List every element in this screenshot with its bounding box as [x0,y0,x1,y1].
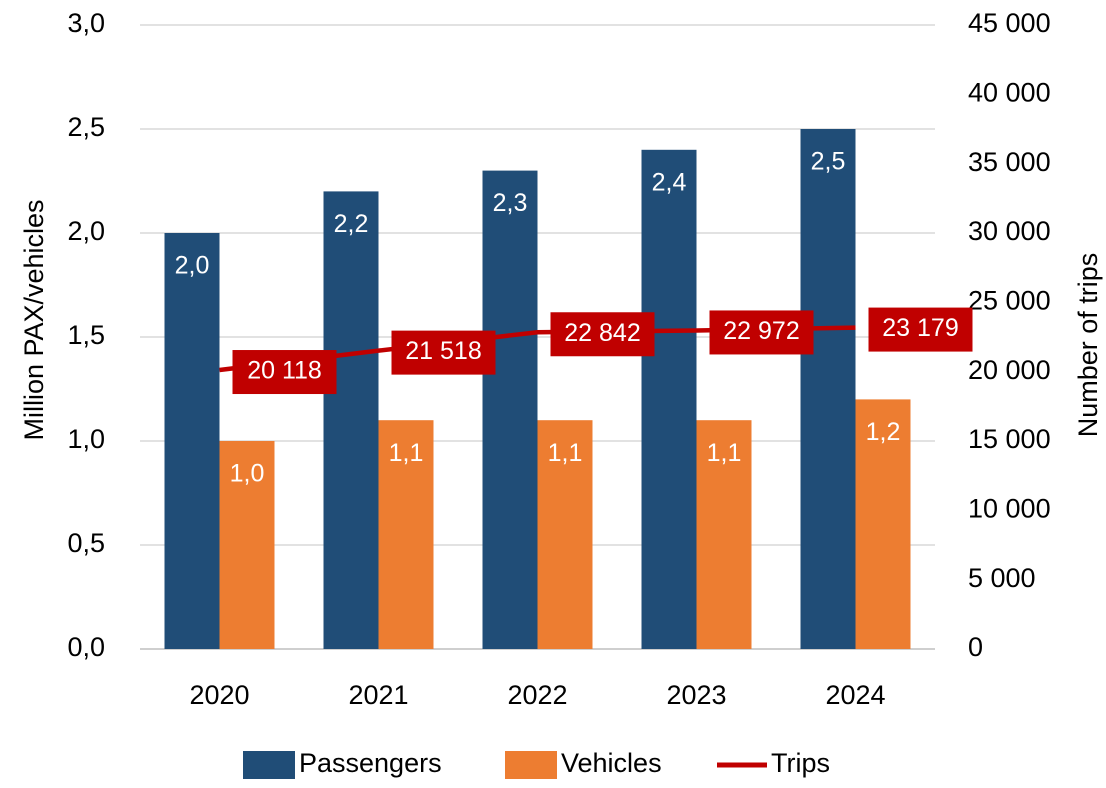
bar [164,233,220,649]
y-tick-label: 3,0 [67,8,105,38]
x-tick-label: 2020 [189,680,249,710]
trips-label-box [232,350,337,395]
bar-value-label: 1,0 [230,460,265,488]
bar [219,441,275,649]
x-tick-label: 2024 [825,680,885,710]
trips-value-label: 23 179 [882,314,958,342]
legend-swatch [505,751,557,779]
y-tick-label: 2,0 [67,216,105,246]
trips-label-box [709,310,814,355]
y2-tick-label: 0 [968,632,983,662]
y2-tick-label: 45 000 [968,8,1051,38]
y2-tick-label: 30 000 [968,216,1051,246]
bar [482,170,538,649]
bar-value-label: 1,1 [389,439,424,467]
y2-tick-label: 15 000 [968,424,1051,454]
y2-axis-title: Number of trips [1073,253,1103,438]
y-tick-label: 2,5 [67,112,105,142]
trips-label-box [868,307,973,352]
y-tick-label: 0,5 [67,528,105,558]
bar-value-label: 1,1 [707,439,742,467]
legend-label: Vehicles [561,748,662,778]
y2-tick-label: 35 000 [968,147,1051,177]
bar-value-label: 2,5 [811,148,846,176]
trips-value-label: 21 518 [405,337,481,365]
x-tick-label: 2022 [507,680,567,710]
bar [537,420,593,649]
y2-tick-label: 5 000 [968,563,1036,593]
bar-value-label: 1,1 [548,439,583,467]
x-tick-label: 2021 [348,680,408,710]
y-tick-label: 1,0 [67,424,105,454]
bar [378,420,434,649]
y2-tick-label: 40 000 [968,77,1051,107]
trips-label-box [550,312,655,357]
bar [855,399,911,649]
y2-tick-label: 20 000 [968,355,1051,385]
y-tick-label: 0,0 [67,632,105,662]
trips-value-label: 20 118 [247,357,322,385]
bar-value-label: 1,2 [866,418,901,446]
bar [696,420,752,649]
bar [641,149,697,650]
y2-tick-label: 25 000 [968,285,1051,315]
trips-value-label: 22 972 [723,317,799,345]
x-tick-label: 2023 [666,680,726,710]
legend-label: Passengers [299,748,442,778]
legend-label: Trips [771,748,830,778]
legend-swatch [243,751,295,779]
bar-value-label: 2,4 [652,168,687,196]
bar-value-label: 2,3 [493,189,528,217]
bar [800,129,856,649]
y-tick-label: 1,5 [67,320,105,350]
bar-value-label: 2,2 [334,210,369,238]
trips-value-label: 22 842 [564,319,640,347]
bar-value-label: 2,0 [175,252,210,280]
bar [323,191,379,649]
trips-label-box [391,330,496,375]
y2-tick-label: 10 000 [968,493,1051,523]
y-axis-title: Million PAX/vehicles [19,199,49,440]
